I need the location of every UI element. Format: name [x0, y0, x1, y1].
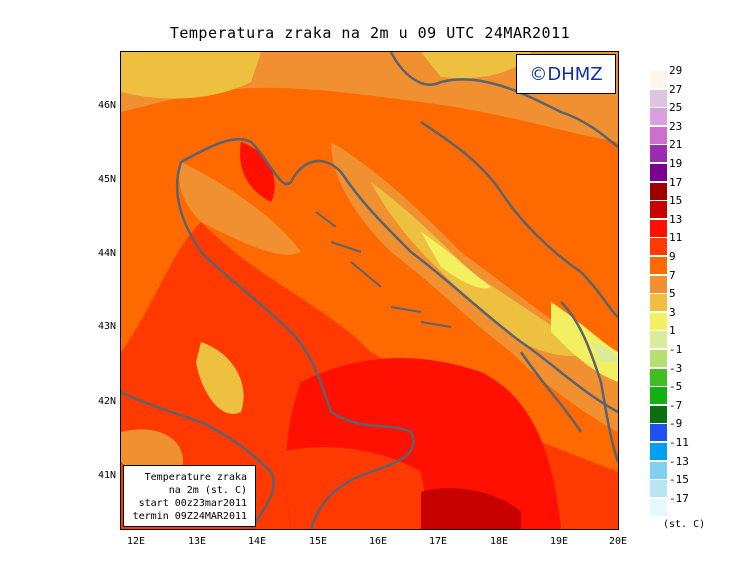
lat-tick: 46N: [97, 100, 116, 111]
legend-label: 15: [669, 194, 683, 208]
legend-swatch: [650, 350, 667, 367]
legend-label: 9: [669, 250, 676, 263]
legend-label: -5: [669, 380, 683, 394]
legend-label: 5: [669, 287, 676, 301]
info-line: Temperature zraka: [144, 472, 247, 483]
legend-swatch: [650, 312, 667, 330]
legend-swatch: [650, 257, 667, 274]
legend-label: 19: [669, 157, 683, 170]
legend-swatch: [650, 238, 667, 256]
legend-swatch: [650, 294, 667, 312]
lon-tick: 20E: [608, 536, 628, 547]
legend-label: -9: [669, 417, 683, 431]
lon-tick: 13E: [187, 536, 207, 547]
legend-swatch: [650, 405, 667, 423]
legend-label: -17: [669, 491, 689, 505]
lat-tick: 44N: [97, 248, 116, 259]
legend-swatch: [650, 331, 667, 349]
lon-tick: 14E: [247, 536, 267, 547]
legend-swatch: [650, 424, 667, 442]
lat-tick: 43N: [97, 321, 116, 332]
legend-swatch: [650, 164, 667, 181]
legend-swatch: [650, 108, 667, 126]
run-info-box: Temperature zraka na 2m (st. C) start 00…: [123, 465, 256, 527]
legend-swatch: [650, 480, 667, 498]
legend-label: -3: [669, 361, 683, 375]
legend-swatch: [650, 368, 667, 386]
info-line: start 00z23mar2011: [138, 498, 247, 509]
info-line: termin 09Z24MAR2011: [132, 511, 247, 522]
map-title: Temperatura zraka na 2m u 09 UTC 24MAR20…: [169, 24, 571, 42]
legend-swatch: [650, 387, 667, 405]
legend-label: -1: [669, 343, 683, 356]
legend-swatch: [650, 275, 667, 293]
legend-swatch: [650, 89, 667, 107]
lon-tick: 16E: [368, 536, 388, 547]
legend-swatch: [650, 201, 667, 219]
legend-label: -15: [669, 473, 689, 487]
legend-swatch: [650, 126, 667, 144]
lat-tick: 41N: [97, 470, 116, 481]
legend-label: 29: [669, 64, 683, 77]
legend-swatch: [650, 71, 667, 88]
lat-tick: 42N: [97, 396, 116, 407]
lat-tick: 45N: [97, 174, 116, 185]
lon-tick: 18E: [489, 536, 509, 547]
legend-label: -7: [669, 398, 683, 412]
legend-label: 23: [669, 119, 683, 133]
legend-label: 21: [669, 138, 683, 152]
legend-label: -11: [669, 436, 689, 449]
lon-tick: 17E: [428, 536, 448, 547]
legend-swatch: [650, 443, 667, 460]
legend-swatch: [650, 461, 667, 479]
legend-units: (st. C): [663, 519, 706, 530]
legend-label: 25: [669, 101, 683, 115]
info-line: na 2m (st. C): [168, 485, 247, 496]
lon-tick: 15E: [308, 536, 328, 547]
legend-label: 7: [669, 268, 676, 282]
legend-label: 3: [669, 305, 676, 319]
legend-swatch: [650, 145, 667, 163]
legend-label: -13: [669, 454, 689, 468]
legend-label: 17: [669, 175, 683, 189]
legend-swatch: [650, 498, 667, 516]
legend-label: 11: [669, 231, 683, 245]
temperature-map: ©DHMZ Temperature zraka na 2m (st. C) st…: [120, 51, 619, 530]
lon-tick: 12E: [126, 536, 146, 547]
legend-label: 1: [669, 324, 676, 338]
legend-label: 27: [669, 82, 683, 96]
legend-swatch: [650, 182, 667, 200]
legend-label: 13: [669, 212, 683, 226]
lon-tick: 19E: [549, 536, 569, 547]
legend-swatch: [650, 219, 667, 237]
temperature-field: [121, 52, 618, 529]
dhmz-logo: ©DHMZ: [516, 54, 616, 94]
